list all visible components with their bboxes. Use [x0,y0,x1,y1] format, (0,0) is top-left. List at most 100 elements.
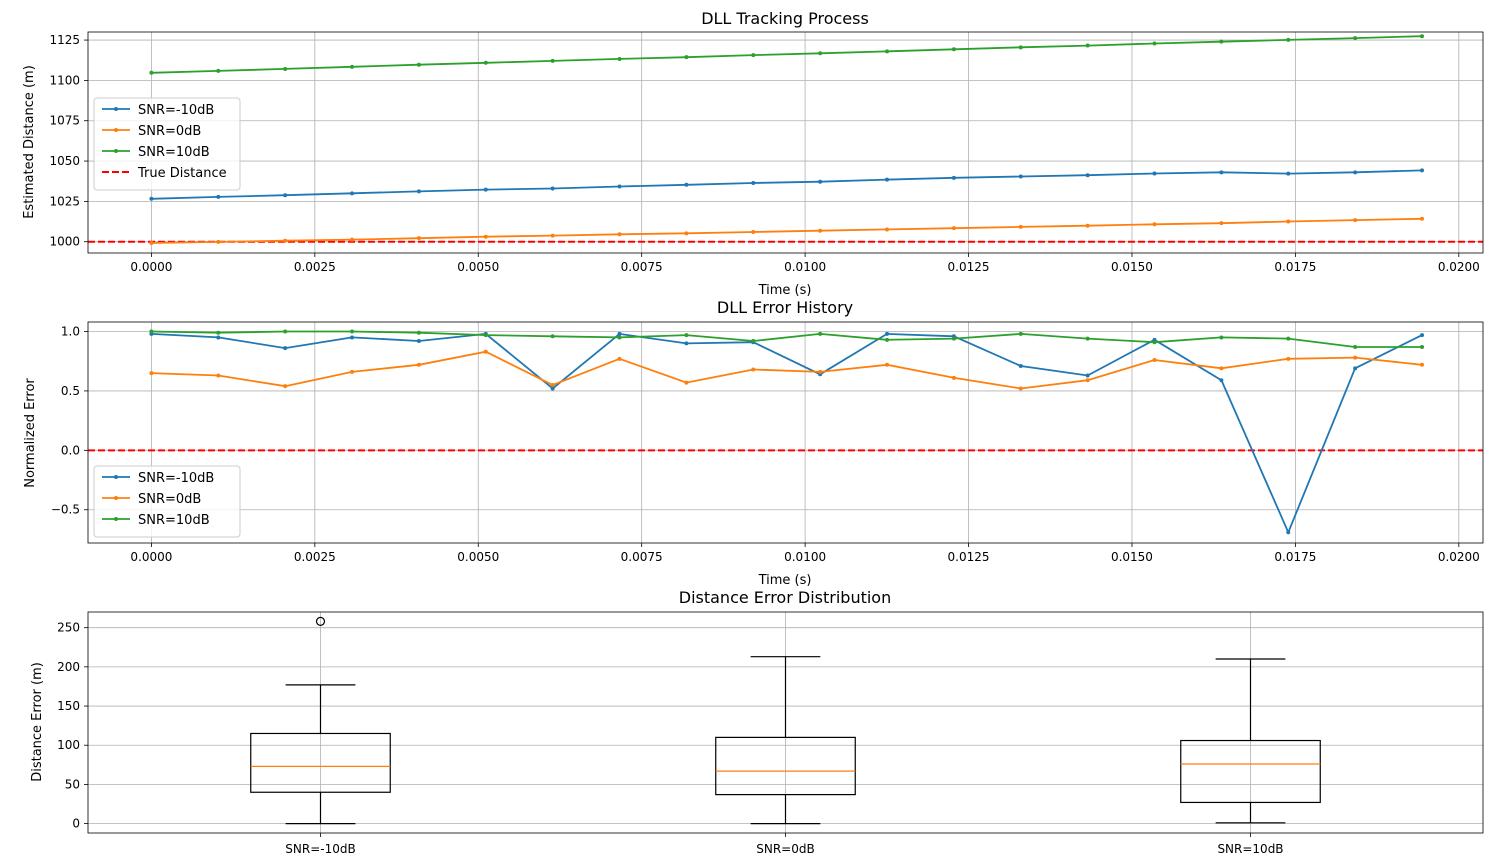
axes-frame [87,31,1484,254]
data-point [350,335,355,340]
data-point [751,367,756,372]
data-point [684,231,689,236]
data-point [550,233,555,238]
data-point [1085,336,1090,341]
series-line-1 [151,350,1423,390]
data-point [283,384,288,389]
x-tick-label: 0.0000 [130,260,172,274]
data-point [283,238,288,243]
series-line-2 [151,330,1422,348]
plot-area-0: 0.0000 0.0025 0.0050 0.0075 0.0100 0.0125 0.01… [49,31,1484,274]
y-tick-label: 100 [57,738,80,752]
box-2 [1180,658,1321,824]
x-axis-label: Time (s) [758,573,812,588]
data-point [1353,36,1358,41]
data-point [1353,366,1358,371]
data-point [885,49,890,54]
data-point [885,337,890,342]
data-point [1353,344,1358,349]
data-point [149,196,154,201]
data-point [751,230,756,235]
data-point [1286,530,1291,535]
series-line-0 [151,332,1423,535]
data-point [1152,41,1157,46]
x-tick-label: 0.0175 [1274,260,1316,274]
chart-title: DLL Error History [717,298,853,317]
data-point [951,226,956,231]
y-tick-label: 1050 [49,154,80,168]
data-point [1420,362,1425,367]
data-point [951,47,956,52]
series-line-2 [151,35,1423,74]
data-point [1018,363,1023,368]
y-tick-label: 250 [57,621,80,635]
data-point [350,369,355,374]
y-tick-label: 1100 [49,73,80,87]
legend-label: SNR=0dB [138,124,201,139]
data-point [1286,171,1291,176]
y-tick-label: 1025 [49,194,80,208]
data-point [1152,171,1157,176]
data-point [1286,336,1291,341]
data-point [1219,335,1224,340]
data-point [818,331,823,336]
data-point [1353,355,1358,360]
data-point [1219,170,1224,175]
x-tick-label: 0.0050 [457,260,499,274]
data-point [149,70,154,75]
data-point [617,56,622,61]
data-point [483,234,488,239]
data-point [1085,43,1090,48]
data-point [1018,386,1023,391]
series-line-1 [151,217,1423,244]
legend-label: SNR=-10dB [138,471,214,486]
data-point [1018,224,1023,229]
plot-area-1: 0.0000 0.0025 0.0050 0.0075 0.0100 0.0125 0.01… [51,321,1484,564]
tracking-process-chart: DLL Tracking Process Time (s) Estimated … [22,9,869,298]
data-point [216,335,221,340]
legend-box [93,465,241,538]
y-tick-label: 50 [65,777,80,791]
data-point [416,330,421,335]
x-tick-label: 0.0125 [948,260,990,274]
data-point [885,177,890,182]
x-tick-label: 0.0200 [1438,550,1480,564]
legend-box [93,97,241,191]
data-point [216,373,221,378]
data-point [1152,358,1157,363]
chart-title: Distance Error Distribution [679,588,891,607]
x-tick-label: 0.0125 [948,550,990,564]
x-tick-label: 0.0000 [130,550,172,564]
data-point [1018,174,1023,179]
data-point [416,362,421,367]
data-point [1219,378,1224,383]
data-point [885,331,890,336]
x-tick-label: SNR=-10dB [285,842,355,856]
legend-label: SNR=10dB [138,513,210,528]
data-point [684,182,689,187]
data-point [550,382,555,387]
data-point [550,186,555,191]
y-tick-label: 1000 [49,235,80,249]
data-point [617,184,622,189]
y-axis-label: Distance Error (m) [30,662,45,782]
legend-marker [114,107,118,111]
data-point [283,329,288,334]
data-point [1152,340,1157,345]
error-distribution-chart: Distance Error Distribution Distance Err… [30,588,891,782]
data-point [350,191,355,196]
box-body [1180,739,1321,804]
data-point [283,66,288,71]
data-point [1018,45,1023,50]
legend-marker [114,149,118,153]
x-tick-label: 0.0025 [294,550,336,564]
x-tick-label: 0.0150 [1111,550,1153,564]
data-point [684,341,689,346]
series-line-0 [151,169,1423,200]
box-body [715,736,856,796]
data-point [216,194,221,199]
legend-label: SNR=-10dB [138,103,214,118]
data-point [216,68,221,73]
legend-label: True Distance [137,166,227,181]
legend-marker [114,128,118,132]
